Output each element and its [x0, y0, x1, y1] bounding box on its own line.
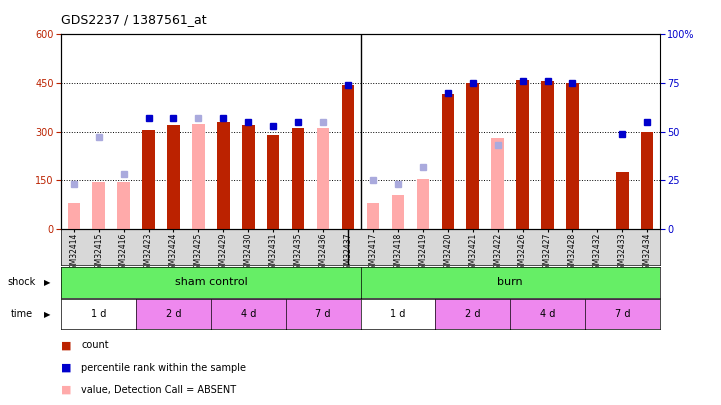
Text: GDS2237 / 1387561_at: GDS2237 / 1387561_at [61, 13, 207, 26]
Bar [167, 125, 180, 229]
Bar [392, 195, 404, 229]
Text: ■: ■ [61, 341, 72, 350]
Bar [541, 81, 554, 229]
Bar [68, 203, 80, 229]
Text: burn: burn [497, 277, 523, 288]
Text: 4 d: 4 d [540, 309, 555, 319]
Bar [641, 132, 653, 229]
Text: count: count [81, 341, 109, 350]
Text: ▶: ▶ [44, 309, 50, 319]
Bar [142, 130, 155, 229]
Bar [417, 179, 429, 229]
Text: 1 d: 1 d [390, 309, 406, 319]
Bar [616, 172, 629, 229]
Text: ■: ■ [61, 385, 72, 395]
Bar [118, 182, 130, 229]
Text: 7 d: 7 d [315, 309, 331, 319]
Text: ▶: ▶ [44, 278, 50, 287]
Bar [242, 125, 255, 229]
Text: value, Detection Call = ABSENT: value, Detection Call = ABSENT [81, 385, 236, 395]
Bar [292, 128, 304, 229]
Bar [466, 83, 479, 229]
Text: percentile rank within the sample: percentile rank within the sample [81, 363, 247, 373]
Text: 7 d: 7 d [614, 309, 630, 319]
Bar [441, 94, 454, 229]
Bar [342, 85, 354, 229]
Text: 2 d: 2 d [465, 309, 480, 319]
Text: ■: ■ [61, 363, 72, 373]
Text: 1 d: 1 d [91, 309, 107, 319]
Text: 4 d: 4 d [241, 309, 256, 319]
Text: time: time [11, 309, 32, 319]
Bar [566, 83, 579, 229]
Bar [492, 138, 504, 229]
Text: sham control: sham control [174, 277, 247, 288]
Bar [217, 122, 229, 229]
Bar [317, 128, 329, 229]
Text: 2 d: 2 d [166, 309, 181, 319]
Bar [193, 124, 205, 229]
Bar [267, 135, 280, 229]
Bar [516, 80, 528, 229]
Bar [367, 203, 379, 229]
Text: shock: shock [7, 277, 36, 288]
Bar [92, 182, 105, 229]
